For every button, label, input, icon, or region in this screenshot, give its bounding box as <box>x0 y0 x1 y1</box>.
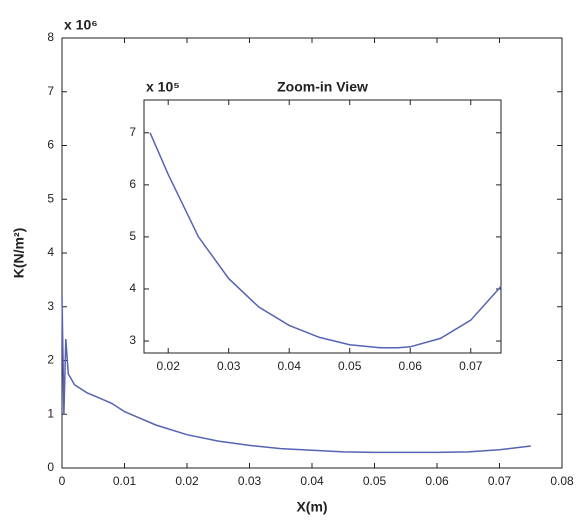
x-tick-label: 0 <box>59 474 66 488</box>
x-tick-label: 0.05 <box>363 474 387 488</box>
x-tick-label: 0.07 <box>459 359 483 373</box>
y-tick-label: 5 <box>47 191 54 205</box>
x-tick-label: 0.03 <box>217 359 241 373</box>
x-tick-label: 0.01 <box>113 474 137 488</box>
axis-multiplier: x 10⁵ <box>146 79 180 95</box>
x-tick-label: 0.04 <box>278 359 302 373</box>
y-tick-label: 1 <box>47 406 54 420</box>
y-tick-label: 4 <box>129 281 136 295</box>
series-line <box>61 295 531 454</box>
y-tick-label: 6 <box>129 177 136 191</box>
y-tick-label: 4 <box>47 245 54 259</box>
plot-area <box>143 99 502 354</box>
x-tick-label: 0.04 <box>300 474 324 488</box>
y-tick-label: 7 <box>129 125 136 139</box>
inset-title: Zoom-in View <box>277 79 368 95</box>
y-tick-label: 3 <box>47 299 54 313</box>
x-tick-label: 0.08 <box>550 474 574 488</box>
y-tick-label: 6 <box>47 138 54 152</box>
x-tick-label: 0.06 <box>425 474 449 488</box>
x-axis-label: X(m) <box>296 499 327 515</box>
y-tick-label: 0 <box>47 460 54 474</box>
x-tick-label: 0.07 <box>488 474 512 488</box>
series-line <box>149 132 502 349</box>
x-tick-label: 0.05 <box>338 359 362 373</box>
x-tick-label: 0.02 <box>157 359 181 373</box>
y-tick-label: 3 <box>129 333 136 347</box>
y-tick-label: 8 <box>47 30 54 44</box>
axis-multiplier: x 10⁶ <box>64 17 98 33</box>
x-tick-label: 0.03 <box>238 474 262 488</box>
y-tick-label: 2 <box>47 353 54 367</box>
x-tick-label: 0.06 <box>399 359 423 373</box>
y-tick-label: 7 <box>47 84 54 98</box>
y-axis-label: K(N/m²) <box>11 228 27 279</box>
y-tick-label: 5 <box>129 229 136 243</box>
x-tick-label: 0.02 <box>175 474 199 488</box>
